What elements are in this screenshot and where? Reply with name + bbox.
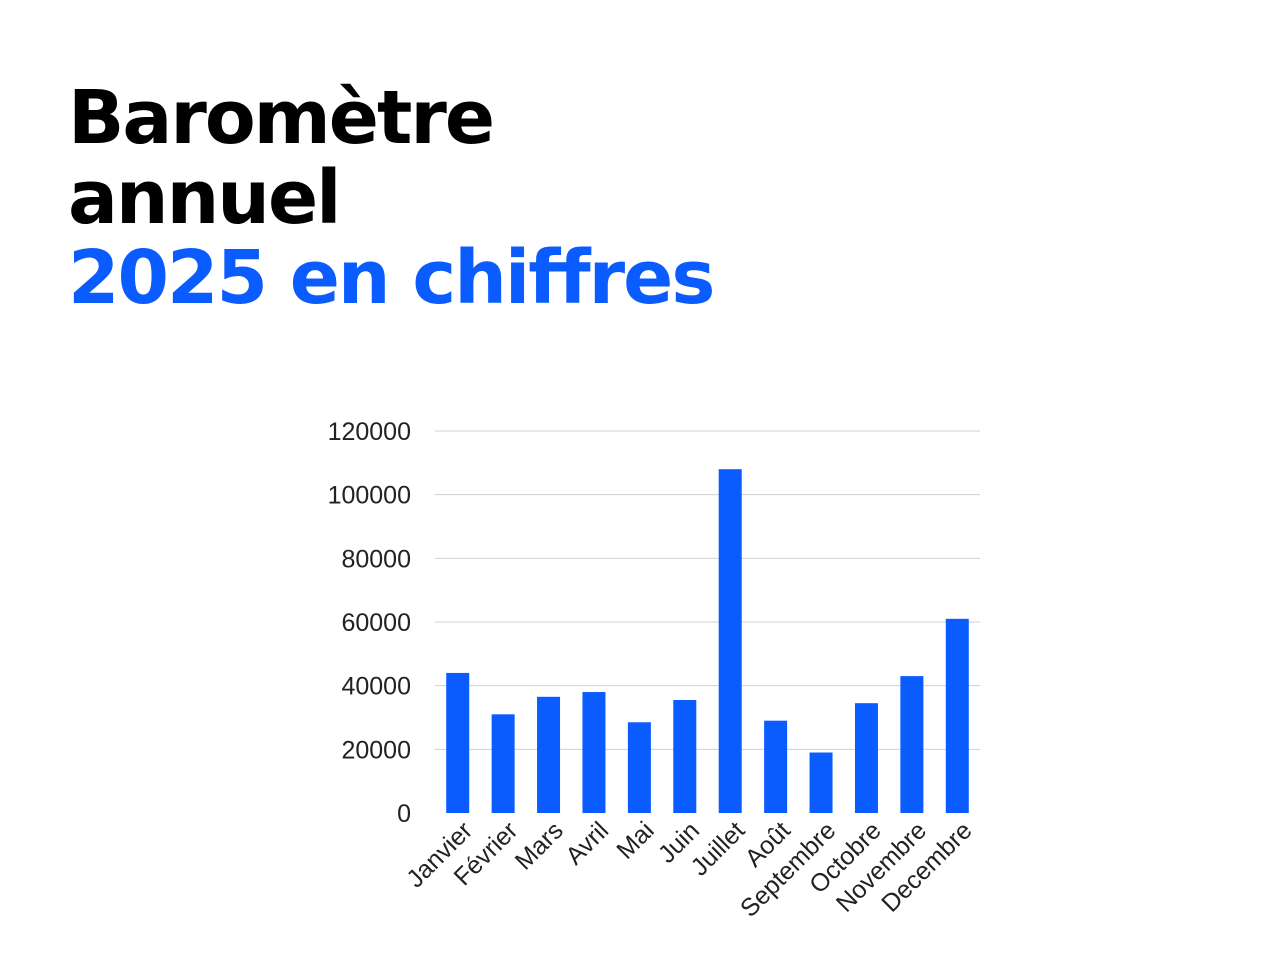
bar-février [491,714,515,813]
y-tick-label: 40000 [341,673,411,701]
y-tick-label: 0 [397,800,411,828]
heading-line-1: Baromètre [68,75,495,161]
bar-août [764,720,788,813]
bar-decembre [945,618,969,813]
x-axis-labels: JanvierFévrierMarsAvrilMaiJuinJuilletAoû… [401,816,977,922]
grid-lines [435,430,980,750]
bar-janvier [446,672,470,813]
y-tick-label: 20000 [341,736,411,764]
x-tick-label: Juillet [685,816,750,881]
heading-line-2: annuel [68,155,342,241]
bar-juillet [718,469,742,813]
bars [446,469,969,813]
y-tick-label: 60000 [341,609,411,637]
bar-juin [673,699,697,813]
x-tick-label: Avril [560,816,614,870]
x-tick-label: Mai [611,816,659,864]
bar-septembre [809,752,833,813]
heading-line-3: 2025 en chiffres [68,235,715,321]
page-heading: Baromètre annuel 2025 en chiffres [68,75,715,321]
y-axis-ticks: 0 20000 40000 60000 80000 100000 120000 [328,418,411,828]
y-tick-label: 100000 [328,482,411,510]
bar-mai [627,722,651,813]
y-tick-label: 80000 [341,545,411,573]
bar-mars [537,696,561,813]
x-tick-label: Mars [510,816,569,875]
bar-novembre [900,676,924,813]
bar-avril [582,692,606,813]
y-tick-label: 120000 [328,418,411,446]
bar-octobre [854,703,878,813]
